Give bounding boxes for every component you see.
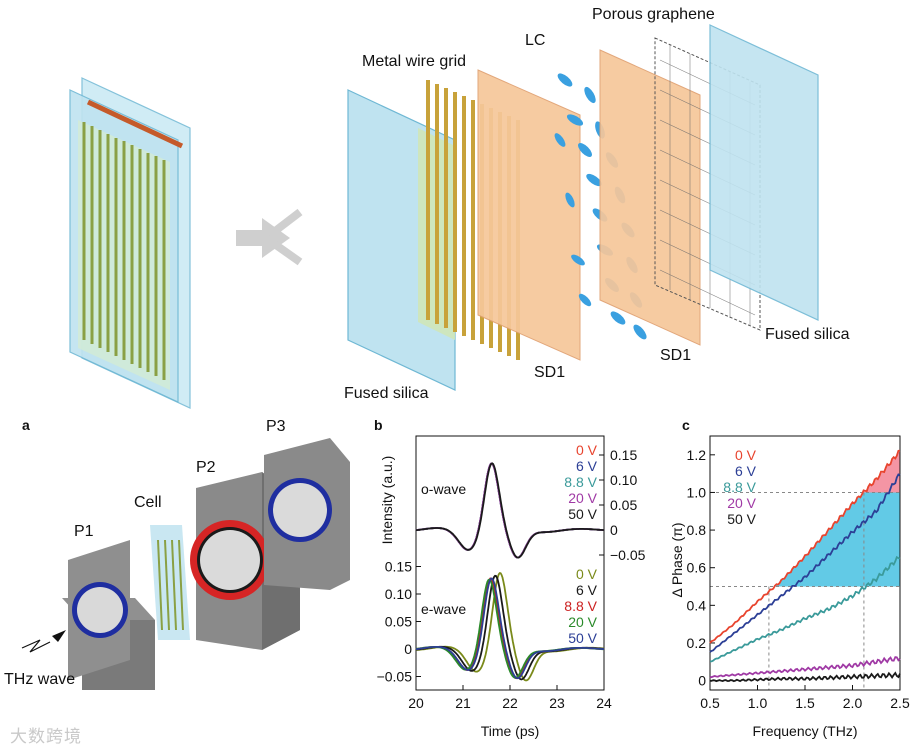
x-tick-label: 22 bbox=[502, 695, 518, 711]
annotation-o-wave: o-wave bbox=[421, 481, 466, 497]
label-metal-wire-grid: Metal wire grid bbox=[362, 53, 466, 70]
legend-e-entry: 0 V bbox=[576, 566, 598, 582]
chart-phase: 0.5 1.0 1.5 2.0 2.5 Frequency (THz) 0 0.2 0.4 0.6… bbox=[669, 436, 910, 739]
x-tick-label: 1.0 bbox=[748, 695, 768, 711]
y-right-tick-label: −0.05 bbox=[610, 547, 646, 563]
assembly-arrow-icon bbox=[236, 212, 300, 262]
label-fused-silica-left: Fused silica bbox=[344, 385, 429, 402]
y-tick-label: 0.8 bbox=[687, 522, 707, 538]
y-tick-label: 0.6 bbox=[687, 560, 707, 576]
y-left-tick-label: −0.05 bbox=[377, 669, 413, 685]
legend-o-entry: 6 V bbox=[576, 458, 598, 474]
x-tick-label: 0.5 bbox=[700, 695, 720, 711]
y-right-tick-label: 0.15 bbox=[610, 447, 637, 463]
y-left-tick-label: 0.10 bbox=[385, 586, 412, 602]
label-cell: Cell bbox=[134, 494, 162, 511]
y-axis-label: Δ Phase (π) bbox=[669, 522, 685, 597]
x-axis-label: Time (ps) bbox=[481, 723, 540, 739]
label-p3: P3 bbox=[266, 418, 286, 435]
y-right-tick-label: 0 bbox=[610, 522, 618, 538]
annotation-e-wave: e-wave bbox=[421, 601, 466, 617]
legend-entry: 8.8 V bbox=[723, 479, 756, 495]
legend-e-entry: 50 V bbox=[568, 630, 597, 646]
y-axis-label: Intensity (a.u.) bbox=[379, 456, 395, 545]
legend-entry: 0 V bbox=[735, 447, 757, 463]
legend-entry: 50 V bbox=[727, 511, 756, 527]
label-p1: P1 bbox=[74, 523, 94, 540]
watermark: 大数跨境 bbox=[10, 722, 82, 747]
x-tick-label: 2.5 bbox=[890, 695, 910, 711]
assembled-cell-illustration bbox=[70, 78, 190, 408]
x-tick-label: 1.5 bbox=[795, 695, 815, 711]
label-p2: P2 bbox=[196, 459, 216, 476]
panel-a-letter: a bbox=[22, 417, 30, 433]
y-left-tick-label: 0 bbox=[404, 641, 412, 657]
y-left-tick-label: 0.15 bbox=[385, 559, 412, 575]
x-tick-label: 2.0 bbox=[843, 695, 863, 711]
legend-o-entry: 0 V bbox=[576, 442, 598, 458]
y-right-tick-label: 0.05 bbox=[610, 497, 637, 513]
x-axis-label: Frequency (THz) bbox=[752, 723, 857, 739]
x-tick-label: 23 bbox=[549, 695, 565, 711]
legend-e-entry: 8.8 V bbox=[564, 598, 597, 614]
label-sd1-right: SD1 bbox=[660, 347, 691, 364]
y-tick-label: 0 bbox=[698, 673, 706, 689]
legend-o-entry: 20 V bbox=[568, 490, 597, 506]
y-right-tick-label: 0.10 bbox=[610, 472, 637, 488]
legend-o-entry: 50 V bbox=[568, 506, 597, 522]
x-tick-label: 24 bbox=[596, 695, 612, 711]
chart-time-domain: 20 21 22 23 24 Time (ps) 0.15 0.10 0.05 0 −0.05 0.1… bbox=[377, 436, 646, 739]
y-tick-label: 1.2 bbox=[687, 447, 707, 463]
legend-e-entry: 20 V bbox=[568, 614, 597, 630]
legend-e-entry: 6 V bbox=[576, 582, 598, 598]
exploded-view-illustration bbox=[348, 25, 818, 390]
x-tick-label: 20 bbox=[408, 695, 424, 711]
legend-o-entry: 8.8 V bbox=[564, 474, 597, 490]
legend-entry: 6 V bbox=[735, 463, 757, 479]
panel-b-letter: b bbox=[374, 417, 383, 433]
y-tick-label: 0.4 bbox=[687, 597, 707, 613]
label-sd1-left: SD1 bbox=[534, 364, 565, 381]
label-thz-wave: THz wave bbox=[4, 671, 75, 688]
y-left-tick-label: 0.05 bbox=[385, 614, 412, 630]
x-tick-label: 21 bbox=[455, 695, 471, 711]
label-lc: LC bbox=[525, 32, 545, 49]
y-tick-label: 1.0 bbox=[687, 484, 707, 500]
figure: Metal wire grid LC Porous graphene Fused… bbox=[0, 0, 918, 750]
setup-illustration bbox=[22, 438, 350, 690]
panel-c-letter: c bbox=[682, 417, 690, 433]
legend-entry: 20 V bbox=[727, 495, 756, 511]
y-tick-label: 0.2 bbox=[687, 635, 707, 651]
label-porous-graphene: Porous graphene bbox=[592, 6, 715, 23]
label-fused-silica-right: Fused silica bbox=[765, 326, 850, 343]
